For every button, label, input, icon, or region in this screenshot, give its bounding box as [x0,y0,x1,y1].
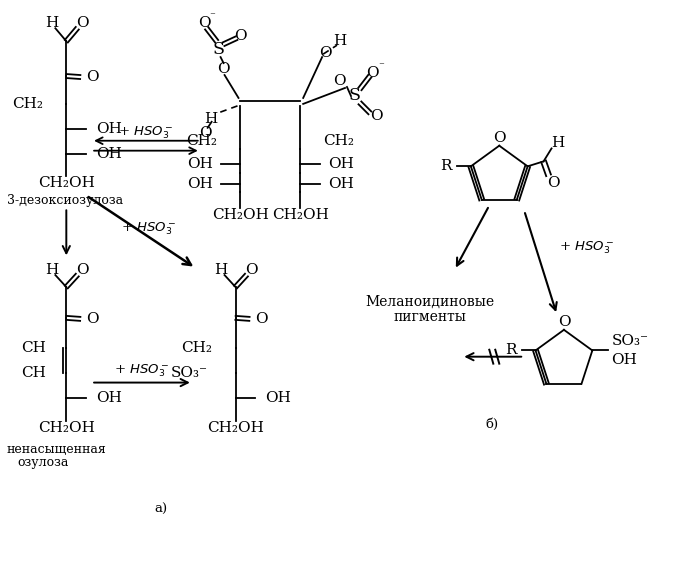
Text: S: S [212,40,225,57]
Text: S: S [349,87,361,104]
Text: O: O [86,70,99,84]
Text: O: O [86,312,99,326]
Text: O: O [76,16,88,30]
Text: H: H [551,137,564,151]
Text: CH₂OH: CH₂OH [207,421,264,435]
Text: R: R [505,343,516,357]
Text: O: O [547,176,560,190]
Text: O: O [199,16,211,30]
Text: O: O [199,126,212,140]
Text: пигменты: пигменты [393,310,466,324]
Text: OH: OH [187,156,212,171]
Text: O: O [245,263,258,277]
Text: O: O [493,131,506,145]
Text: OH: OH [187,176,212,190]
Text: CH₂: CH₂ [323,134,354,148]
Text: CH₂OH: CH₂OH [38,421,95,435]
Text: OH: OH [611,353,637,367]
Text: R: R [440,159,451,173]
Text: ⁻: ⁻ [210,11,216,21]
Text: + $HSO_3^-$: + $HSO_3^-$ [559,240,614,257]
Text: озулоза: озулоза [18,456,69,469]
Text: SO₃⁻: SO₃⁻ [171,366,208,380]
Text: CH₂OH: CH₂OH [38,176,95,189]
Text: O: O [76,263,88,277]
Text: CH₂OH: CH₂OH [212,209,269,222]
Text: O: O [234,29,247,43]
Text: CH₂: CH₂ [186,134,218,148]
Text: ⁻: ⁻ [378,61,384,71]
Text: ненасыщенная: ненасыщенная [7,443,106,456]
Text: 3-дезоксиозулоза: 3-дезоксиозулоза [7,194,123,207]
Text: O: O [366,66,379,80]
Text: O: O [256,312,268,326]
Text: + $HSO_3^-$: + $HSO_3^-$ [121,220,177,237]
Text: O: O [558,315,570,329]
Text: H: H [45,16,58,30]
Text: O: O [319,46,332,60]
Text: CH₂: CH₂ [182,340,212,355]
Text: б): б) [486,418,499,431]
Text: CH₂OH: CH₂OH [272,209,329,222]
Text: + $HSO_3^-$: + $HSO_3^-$ [119,124,174,141]
Text: CH: CH [21,340,47,355]
Text: O: O [333,74,345,88]
Text: OH: OH [328,156,354,171]
Text: O: O [217,62,230,76]
Text: H: H [214,263,227,277]
Text: CH: CH [21,366,47,380]
Text: а): а) [154,502,167,516]
Text: OH: OH [265,390,291,404]
Text: OH: OH [96,390,122,404]
Text: OH: OH [328,176,354,190]
Text: O: O [371,109,383,123]
Text: + $HSO_3^-$: + $HSO_3^-$ [114,362,170,379]
Text: SO₃⁻: SO₃⁻ [611,333,648,347]
Text: H: H [204,112,217,126]
Text: Меланоидиновые: Меланоидиновые [365,295,494,309]
Text: OH: OH [96,146,122,161]
Text: CH₂: CH₂ [12,97,43,111]
Text: OH: OH [96,122,122,136]
Text: H: H [334,34,347,48]
Text: H: H [45,263,58,277]
